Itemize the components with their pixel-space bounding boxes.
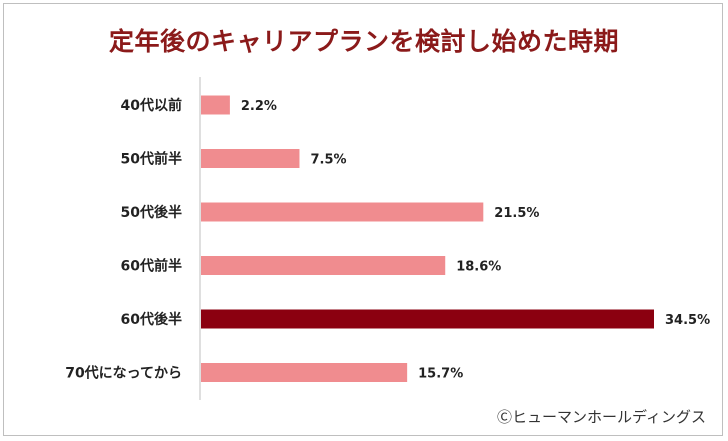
- value-label: 34.5%: [665, 313, 710, 328]
- chart-title: 定年後のキャリアプランを検討し始めた時期: [108, 27, 619, 56]
- category-label: 60代後半: [121, 311, 182, 328]
- bar-4: [201, 309, 654, 329]
- category-label: 70代になってから: [65, 365, 182, 382]
- bar-3: [201, 256, 446, 275]
- bar-5: [201, 363, 408, 382]
- bar-1: [201, 149, 300, 168]
- category-label: 40代以前: [121, 97, 182, 114]
- value-label: 7.5%: [310, 153, 346, 168]
- value-label: 18.6%: [456, 260, 501, 275]
- category-label: 50代前半: [121, 151, 182, 168]
- value-label: 21.5%: [494, 206, 539, 221]
- category-label: 50代後半: [121, 204, 182, 221]
- bar-2: [201, 202, 484, 222]
- bar-0: [201, 95, 230, 115]
- value-label: 15.7%: [418, 367, 463, 382]
- source-credit: Ⓒヒューマンホールディングス: [497, 408, 706, 426]
- value-label: 2.2%: [241, 99, 277, 114]
- category-label: 60代前半: [121, 258, 182, 275]
